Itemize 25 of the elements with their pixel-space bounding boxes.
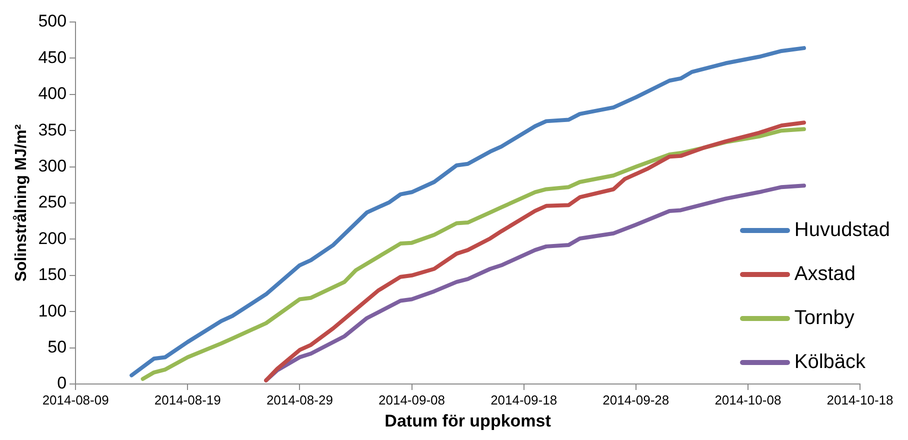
x-axis-title: Datum för uppkomst — [384, 411, 552, 430]
y-tick-label: 0 — [57, 374, 67, 393]
y-tick-label: 250 — [38, 192, 67, 212]
x-tick-label: 2014-10-18 — [826, 392, 894, 408]
x-tick-label: 2014-09-18 — [490, 392, 558, 408]
y-axis-title: Solinstrålning MJ/m² — [12, 124, 30, 282]
legend-label: Huvudstad — [794, 218, 890, 242]
x-tick-label: 2014-08-29 — [266, 392, 333, 408]
y-tick-label: 300 — [38, 156, 67, 176]
x-tick-label: 2014-08-09 — [42, 392, 109, 408]
y-tick-label: 450 — [38, 48, 67, 67]
y-tick-label: 350 — [38, 120, 67, 140]
y-tick-label: 150 — [38, 265, 67, 284]
y-tick-label: 500 — [38, 12, 67, 31]
legend-label: Kölbäck — [794, 350, 866, 374]
x-tick-label: 2014-08-19 — [154, 392, 221, 408]
legend-label: Axstad — [794, 262, 856, 286]
y-tick-label: 100 — [38, 301, 67, 320]
legend-label: Tornby — [794, 306, 854, 330]
y-tick-label: 200 — [38, 228, 67, 248]
x-tick-label: 2014-10-08 — [714, 392, 782, 408]
x-tick-label: 2014-09-28 — [602, 392, 670, 408]
y-tick-label: 50 — [48, 337, 67, 356]
y-tick-label: 400 — [38, 84, 67, 104]
x-tick-label: 2014-09-08 — [378, 392, 445, 408]
